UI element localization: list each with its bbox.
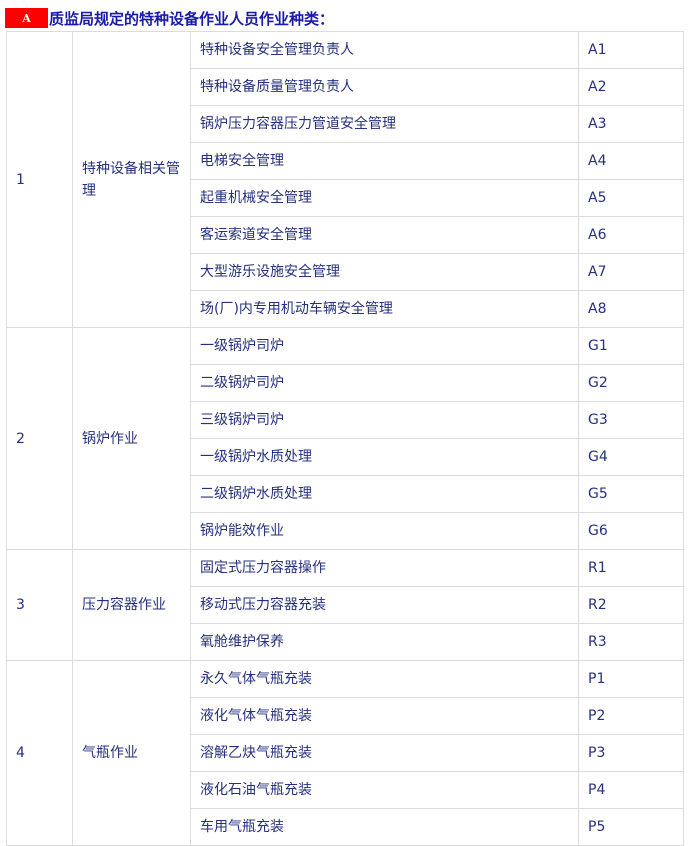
table-row: 二级锅炉司炉 G2 [7,364,684,402]
item-code: A3 [578,105,684,143]
item-name: 三级锅炉司炉 [190,401,579,439]
item-code: G4 [578,438,684,476]
item-code: A6 [578,216,684,254]
item-code: A8 [578,290,684,328]
group-number: 3 [6,549,73,661]
table-row: 三级锅炉司炉 G3 [7,401,684,439]
group-category: 压力容器作业 [72,549,191,661]
group-category: 特种设备相关管理 [72,31,191,328]
item-name: 特种设备质量管理负责人 [190,68,579,106]
item-code: A1 [578,31,684,69]
item-name: 起重机械安全管理 [190,179,579,217]
table-row: 二级锅炉水质处理 G5 [7,475,684,513]
item-name: 大型游乐设施安全管理 [190,253,579,291]
group-category: 锅炉作业 [72,327,191,550]
item-name: 液化气体气瓶充装 [190,697,579,735]
item-name: 场(厂)内专用机动车辆安全管理 [190,290,579,328]
item-code: P5 [578,808,684,846]
operator-category-table: 1 特种设备相关管理 特种设备安全管理负责人 A1 特种设备质量管理负责人 A2 锅炉压力容… [6,31,684,846]
table-row: 溶解乙炔气瓶充装 P3 [7,734,684,772]
table-row: 锅炉能效作业 G6 [7,512,684,550]
item-name: 氧舱维护保养 [190,623,579,661]
item-name: 二级锅炉司炉 [190,364,579,402]
table-row: 氧舱维护保养 R3 [7,623,684,661]
item-name: 客运索道安全管理 [190,216,579,254]
item-code: A7 [578,253,684,291]
item-name: 一级锅炉水质处理 [190,438,579,476]
table-row: 4 气瓶作业 永久气体气瓶充装 P1 [6,660,684,846]
group-number: 1 [6,31,73,328]
item-name: 溶解乙炔气瓶充装 [190,734,579,772]
item-code: G6 [578,512,684,550]
item-code: A4 [578,142,684,180]
item-code: R1 [578,549,684,587]
item-code: A5 [578,179,684,217]
section-title: 质监局规定的特种设备作业人员作业种类： [49,9,335,28]
table-row: 移动式压力容器充装 R2 [7,586,684,624]
section-heading: A 质监局规定的特种设备作业人员作业种类： [5,7,334,29]
item-name: 移动式压力容器充装 [190,586,579,624]
table-row: 场(厂)内专用机动车辆安全管理 A8 [7,290,684,328]
table-row: 特种设备质量管理负责人 A2 [7,68,684,106]
item-code: A2 [578,68,684,106]
item-code: G5 [578,475,684,513]
table-row: 起重机械安全管理 A5 [7,179,684,217]
table-row: 3 压力容器作业 固定式压力容器操作 R1 [6,549,684,661]
item-name: 液化石油气瓶充装 [190,771,579,809]
item-name: 永久气体气瓶充装 [190,660,579,698]
item-code: P2 [578,697,684,735]
item-name: 电梯安全管理 [190,142,579,180]
item-name: 固定式压力容器操作 [190,549,579,587]
item-code: P1 [578,660,684,698]
item-name: 锅炉压力容器压力管道安全管理 [190,105,579,143]
section-badge: A [5,8,48,28]
item-name: 锅炉能效作业 [190,512,579,550]
group-number: 2 [6,327,73,550]
item-code: P4 [578,771,684,809]
item-name: 二级锅炉水质处理 [190,475,579,513]
item-name: 特种设备安全管理负责人 [190,31,579,69]
group-number: 4 [6,660,73,846]
item-name: 车用气瓶充装 [190,808,579,846]
table-row: 客运索道安全管理 A6 [7,216,684,254]
group-category: 气瓶作业 [72,660,191,846]
item-code: G3 [578,401,684,439]
item-code: G2 [578,364,684,402]
item-name: 一级锅炉司炉 [190,327,579,365]
table-row: 液化气体气瓶充装 P2 [7,697,684,735]
item-code: R2 [578,586,684,624]
table-row: 液化石油气瓶充装 P4 [7,771,684,809]
item-code: R3 [578,623,684,661]
table-row: 电梯安全管理 A4 [7,142,684,180]
item-code: P3 [578,734,684,772]
table-row: 2 锅炉作业 一级锅炉司炉 G1 [6,327,684,550]
item-code: G1 [578,327,684,365]
table-row: 1 特种设备相关管理 特种设备安全管理负责人 A1 [6,31,684,328]
table-row: 大型游乐设施安全管理 A7 [7,253,684,291]
table-row: 锅炉压力容器压力管道安全管理 A3 [7,105,684,143]
